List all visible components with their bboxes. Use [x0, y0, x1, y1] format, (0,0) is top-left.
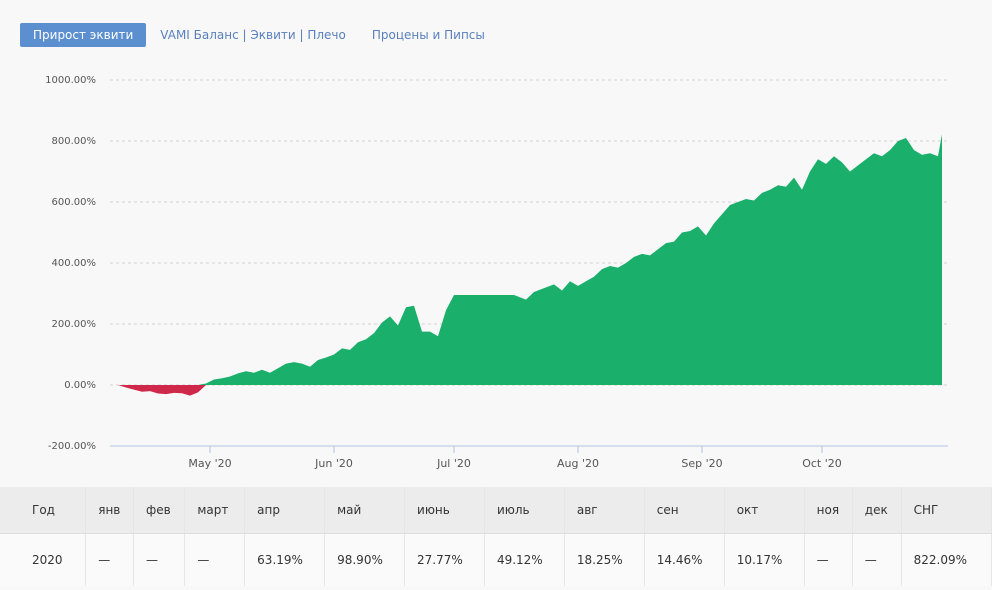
y-tick-label: 0.00%: [64, 380, 96, 391]
cell-jul: 49.12%: [484, 533, 565, 586]
x-tick-label: Aug '20: [557, 457, 599, 470]
col-oct: окт: [724, 487, 805, 534]
cell-year: 2020: [0, 533, 87, 586]
cell-oct: 10.17%: [724, 533, 805, 586]
col-feb: фев: [133, 487, 186, 534]
col-year: Год: [0, 487, 87, 534]
x-tick-label: Jul '20: [436, 457, 471, 470]
col-may: май: [324, 487, 406, 534]
cell-feb: —: [133, 533, 186, 586]
cell-may: 98.90%: [324, 533, 406, 586]
monthly-returns-table: Год янв фев март апр май июнь июль авг с…: [0, 487, 992, 586]
cell-apr: 63.19%: [244, 533, 326, 586]
x-tick-label: Sep '20: [681, 457, 722, 470]
y-tick-label: 400.00%: [52, 258, 97, 269]
col-jan: янв: [85, 487, 135, 534]
col-apr: апр: [244, 487, 326, 534]
cell-sep: 14.46%: [644, 533, 725, 586]
y-tick-label: 600.00%: [52, 197, 97, 208]
negative-equity-area: [118, 385, 942, 396]
cell-ytd: 822.09%: [901, 533, 992, 586]
col-jun: июнь: [404, 487, 485, 534]
tab-vami-balance[interactable]: VAMI Баланс | Эквити | Плечо: [160, 28, 346, 42]
col-nov: ноя: [804, 487, 853, 534]
cell-dec: —: [852, 533, 902, 586]
col-aug: авг: [564, 487, 645, 534]
col-dec: дек: [852, 487, 902, 534]
equity-growth-chart: 1000.00% 800.00% 600.00% 400.00% 200.00% 0.00…: [45, 75, 948, 470]
cell-jun: 27.77%: [404, 533, 485, 586]
y-tick-label: 200.00%: [52, 319, 97, 330]
y-tick-label: 1000.00%: [45, 75, 96, 86]
col-mar: март: [184, 487, 246, 534]
y-tick-label: -200.00%: [48, 441, 96, 452]
table-row: 2020 — — — 63.19% 98.90% 27.77% 49.12% 1…: [0, 533, 992, 586]
cell-aug: 18.25%: [564, 533, 645, 586]
cell-jan: —: [85, 533, 135, 586]
table-header-row: Год янв фев март апр май июнь июль авг с…: [0, 487, 992, 534]
x-tick-label: Oct '20: [802, 457, 842, 470]
chart-tabs: Прирост эквити VAMI Баланс | Эквити | Пл…: [20, 23, 511, 47]
col-ytd: СНГ: [901, 487, 992, 534]
y-tick-label: 800.00%: [52, 136, 97, 147]
axis-layer: 1000.00% 800.00% 600.00% 400.00% 200.00% 0.00…: [45, 75, 948, 470]
positive-equity-area: [118, 134, 942, 385]
cell-mar: —: [184, 533, 246, 586]
area-layer: [118, 134, 942, 396]
col-jul: июль: [484, 487, 565, 534]
tab-equity-growth[interactable]: Прирост эквити: [20, 23, 147, 47]
tab-percent-pips[interactable]: Процены и Пипсы: [371, 28, 485, 42]
cell-nov: —: [804, 533, 853, 586]
x-tick-label: Jun '20: [314, 457, 353, 470]
x-tick-label: May '20: [188, 457, 231, 470]
col-sep: сен: [644, 487, 725, 534]
